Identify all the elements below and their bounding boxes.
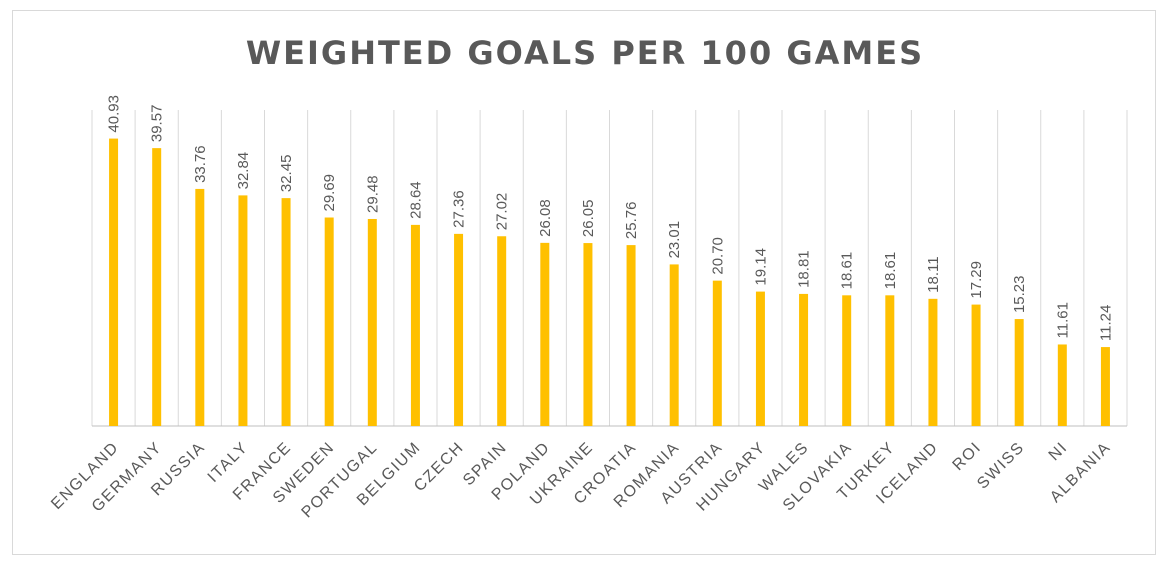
data-label: 32.84 [235,152,252,190]
bar-iceland [928,298,938,426]
bar-england [109,138,119,426]
bar-austria [712,280,722,426]
x-tick-label: ROI [950,439,985,474]
data-label: 29.48 [364,175,381,213]
data-label: 29.69 [321,174,338,212]
chart-title: WEIGHTED GOALS PER 100 GAMES [245,34,925,72]
bar-hungary [755,291,765,426]
bar-ni [1057,344,1067,426]
x-tick-label: NI [1046,439,1071,464]
data-label: 11.61 [1054,302,1071,338]
data-label: 19.14 [752,248,769,286]
bar-germany [152,148,162,426]
data-label: 20.70 [709,237,726,275]
data-label: 25.76 [623,202,640,240]
bar-turkey [885,295,895,426]
data-label: 27.36 [451,190,468,228]
data-label: 40.93 [106,95,123,133]
data-label: 26.05 [580,200,597,238]
data-label: 11.24 [1097,305,1114,341]
x-tick-label: PORTUGAL [299,439,382,522]
data-label: 28.64 [407,181,424,219]
bar-wales [799,293,809,426]
bar-italy [238,195,248,426]
bar-russia [195,188,205,426]
data-label: 15.23 [1011,276,1028,314]
bar-czech [454,233,464,426]
data-label: 33.76 [192,145,209,183]
bar-roi [971,304,981,426]
data-label: 32.45 [278,155,295,193]
data-label: 18.11 [925,256,942,292]
bar-portugal [367,218,377,426]
bar-albania [1100,347,1110,426]
data-label: 23.01 [666,221,683,259]
data-label: 17.29 [968,261,985,299]
bar-france [281,198,291,426]
x-tick-label: SWISS [974,439,1028,493]
data-label: 26.08 [537,199,554,237]
bar-spain [497,236,507,426]
bar-slovakia [842,295,852,426]
data-label: 18.61 [839,252,856,290]
bar-swiss [1014,319,1024,426]
bar-sweden [324,217,334,426]
data-label: 39.57 [149,105,166,143]
bar-ukraine [583,243,593,426]
bar-croatia [626,245,636,426]
bar-poland [540,242,550,426]
data-label: 18.61 [882,252,899,290]
bar-belgium [410,224,420,426]
bar-romania [669,264,679,426]
data-label: 18.81 [796,250,813,288]
data-label: 27.02 [494,193,511,231]
